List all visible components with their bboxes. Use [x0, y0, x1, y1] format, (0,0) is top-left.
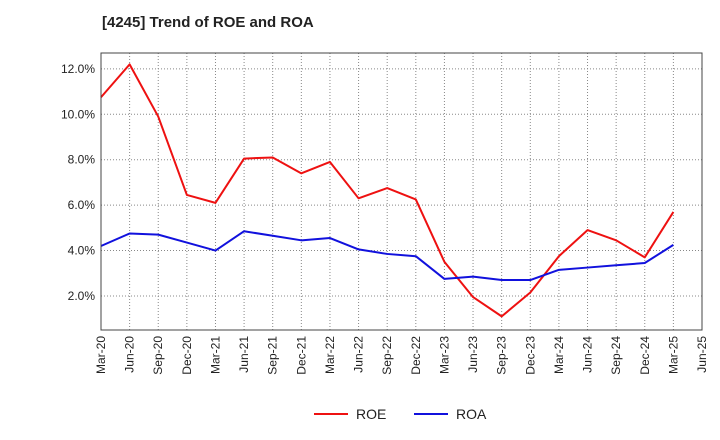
x-tick-label: Jun-20	[123, 336, 137, 373]
x-tick-label: Jun-23	[466, 336, 480, 373]
x-tick-label: Jun-24	[581, 336, 595, 373]
series-line-roe	[100, 63, 675, 318]
y-tick-label: 10.0%	[61, 107, 95, 121]
y-tick-label: 8.0%	[68, 153, 96, 167]
x-tick-label: Sep-21	[266, 336, 280, 375]
y-tick-label: 4.0%	[68, 244, 96, 258]
y-tick-label: 6.0%	[68, 198, 96, 212]
y-tick-label: 2.0%	[68, 289, 96, 303]
x-tick-label: Sep-22	[380, 336, 394, 375]
x-tick-label: Dec-23	[523, 336, 537, 375]
x-tick-label: Mar-23	[437, 336, 451, 374]
x-tick-label: Sep-23	[495, 336, 509, 375]
x-tick-label: Sep-24	[609, 336, 623, 375]
legend-label-roa: ROA	[456, 406, 487, 422]
plot-area	[101, 53, 702, 330]
chart-title: [4245] Trend of ROE and ROA	[102, 14, 314, 31]
x-tick-label: Mar-20	[94, 336, 108, 374]
x-tick-label: Mar-22	[323, 336, 337, 374]
x-tick-label: Jun-21	[237, 336, 251, 373]
x-tick-label: Dec-20	[180, 336, 194, 375]
x-tick-label: Mar-25	[666, 336, 680, 374]
series-line-roa	[100, 230, 674, 282]
y-tick-label: 12.0%	[61, 62, 95, 76]
x-tick-label: Jun-22	[352, 336, 366, 373]
x-tick-label: Mar-21	[208, 336, 222, 374]
x-tick-label: Dec-24	[638, 336, 652, 375]
x-tick-label: Dec-21	[294, 336, 308, 375]
legend-label-roe: ROE	[356, 406, 386, 422]
x-tick-label: Dec-22	[409, 336, 423, 375]
plot-border	[100, 52, 703, 331]
x-tick-label: Jun-25	[695, 336, 709, 373]
x-tick-label: Mar-24	[552, 336, 566, 374]
x-tick-label: Sep-20	[151, 336, 165, 375]
